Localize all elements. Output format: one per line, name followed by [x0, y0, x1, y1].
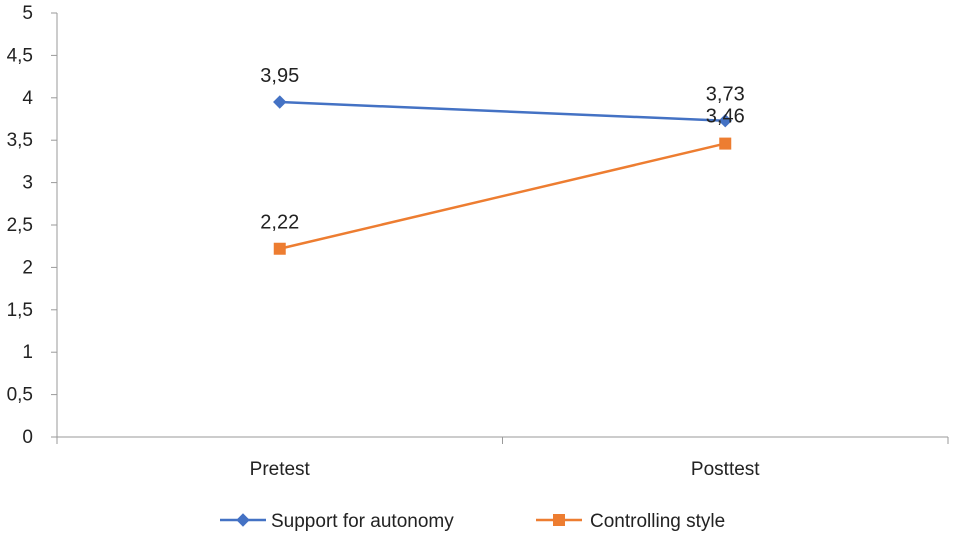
y-tick-label: 2	[22, 257, 33, 278]
data-point	[273, 95, 287, 109]
legend-square-marker	[553, 514, 565, 526]
y-tick-label: 0,5	[7, 385, 33, 406]
legend-label: Support for autonomy	[271, 511, 454, 532]
data-point	[719, 137, 732, 150]
series-line	[279, 100, 726, 122]
y-tick-label: 1	[22, 342, 33, 363]
legend-label: Controlling style	[590, 511, 725, 532]
y-tick-label: 1,5	[7, 300, 33, 321]
series-support-for-autonomy	[273, 95, 732, 128]
data-label: 3,73	[706, 84, 745, 106]
y-tick-label: 4	[22, 88, 33, 109]
y-tick-label: 3,5	[7, 130, 33, 151]
y-tick-label: 5	[22, 3, 33, 24]
legend-item: Support for autonomy	[220, 511, 454, 532]
y-tick-label: 4,5	[7, 45, 33, 66]
axes: 0 0,5 1 1,5 2 2,5 3 3,5 4 4,5 5 Pretest Posttest	[7, 3, 949, 480]
data-point	[718, 113, 732, 128]
x-tick-label: Pretest	[250, 459, 311, 480]
data-label: 2,22	[260, 212, 299, 234]
series-layer	[273, 95, 732, 255]
legend-diamond-marker	[236, 513, 250, 527]
x-tick-label: Posttest	[691, 459, 760, 480]
data-label: 3,95	[260, 65, 299, 87]
y-tick-label: 0	[22, 427, 33, 448]
legend: Support for autonomy Controlling style	[220, 511, 725, 532]
y-tick-label: 3	[22, 173, 33, 194]
series-controlling-style	[273, 137, 732, 255]
y-tick-label: 2,5	[7, 215, 33, 236]
data-labels: 3,95 3,73 2,22 3,46	[260, 65, 744, 234]
series-line	[279, 142, 726, 250]
legend-item: Controlling style	[536, 511, 725, 532]
data-point	[273, 242, 286, 255]
data-label: 3,46	[706, 106, 745, 128]
